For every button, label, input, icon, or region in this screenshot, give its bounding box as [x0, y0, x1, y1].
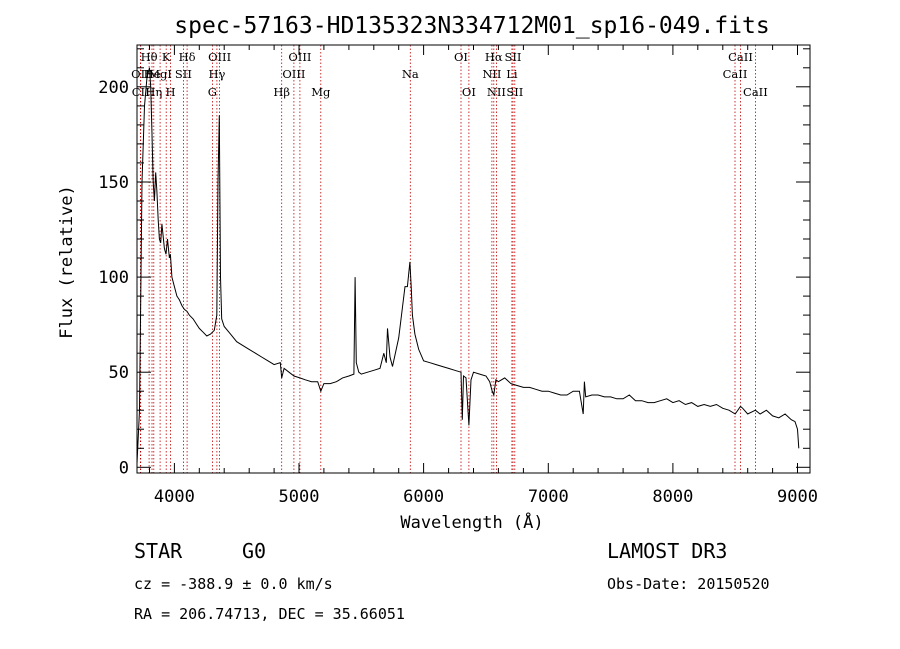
- line-marker-label: CaII: [728, 50, 753, 64]
- line-marker-label: Hβ: [273, 85, 290, 99]
- line-marker-label: He: [144, 67, 161, 81]
- y-tick-label: 100: [98, 268, 129, 288]
- line-marker-label: MgI: [148, 67, 172, 81]
- line-marker-label: H: [165, 85, 175, 99]
- y-tick-label: 150: [98, 173, 129, 193]
- x-tick-label: 5000: [279, 487, 320, 507]
- line-marker-label: SII: [175, 67, 192, 81]
- y-tick-label: 50: [109, 363, 129, 383]
- plot-frame: [136, 44, 811, 474]
- line-marker-label: OII: [131, 67, 150, 81]
- line-marker-label: OIII: [208, 50, 231, 64]
- line-marker-label: Hγ: [208, 67, 225, 81]
- x-tick-label: 9000: [777, 487, 818, 507]
- sky-coordinates: RA = 206.74713, DEC = 35.66051: [134, 605, 405, 623]
- y-tick-label: 200: [98, 78, 129, 98]
- object-subclass: G0: [242, 539, 266, 563]
- x-tick-label: 4000: [154, 487, 195, 507]
- y-axis-label: Flux (relative): [57, 185, 77, 339]
- line-marker-label: Mg: [311, 85, 331, 99]
- line-markers: [139, 45, 756, 473]
- line-marker-label: CaII: [743, 85, 768, 99]
- x-tick-label: 7000: [528, 487, 569, 507]
- line-marker-label: Na: [402, 67, 419, 81]
- line-marker-label: OIII: [288, 50, 311, 64]
- object-class: STAR: [134, 539, 183, 563]
- line-marker-label: Hθ: [141, 50, 158, 64]
- line-marker-label: Hδ: [179, 50, 196, 64]
- line-marker-label: Hη: [145, 85, 162, 99]
- line-marker-label: K: [162, 50, 171, 64]
- x-axis-ticks: 4000 5000 6000 7000 8000 9000: [149, 45, 818, 507]
- line-marker-label: G: [208, 85, 217, 99]
- x-tick-label: 8000: [652, 487, 693, 507]
- redshift-value: cz = -388.9 ± 0.0 km/s: [134, 575, 333, 593]
- line-marker-label: NII: [482, 67, 501, 81]
- line-marker-label: OI: [462, 85, 476, 99]
- y-axis-ticks: 0 50 100 150 200: [98, 48, 810, 478]
- line-marker-label: NII: [487, 85, 506, 99]
- spectrum-line: [136, 67, 800, 464]
- chart-title: spec-57163-HD135323N334712M01_sp16-049.f…: [174, 13, 769, 39]
- line-marker-label: OIII: [282, 67, 305, 81]
- y-tick-label: 0: [119, 458, 129, 478]
- line-marker-label: SII: [505, 50, 522, 64]
- x-axis-label: Wavelength (Å): [400, 511, 543, 533]
- observation-date: Obs-Date: 20150520: [607, 575, 770, 593]
- line-marker-label: Hα: [485, 50, 503, 64]
- line-marker-label: OI: [454, 50, 468, 64]
- x-tick-label: 6000: [403, 487, 444, 507]
- survey-name: LAMOST DR3: [607, 539, 727, 563]
- line-marker-label: SII: [506, 85, 523, 99]
- line-marker-label: Li: [506, 67, 518, 81]
- line-marker-label: CaII: [723, 67, 748, 81]
